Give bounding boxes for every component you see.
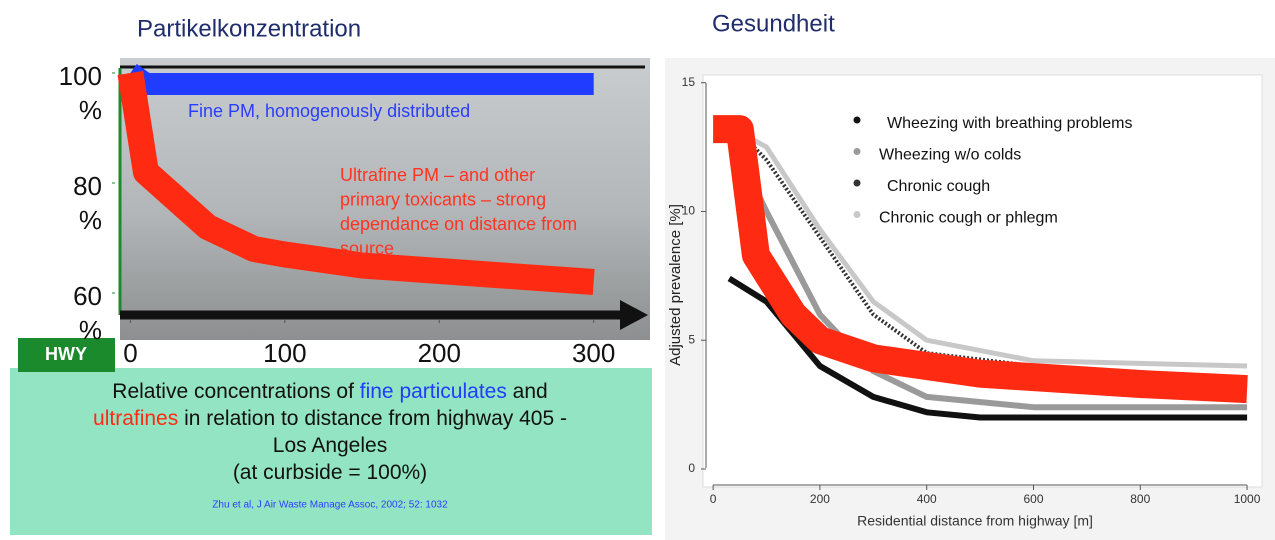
caption-line: Relative concentrations of fine particul… — [112, 380, 547, 403]
slide: Partikelkonzentration Gesundheit HWY Fin… — [0, 0, 1275, 540]
x-tick-label: 400 — [917, 492, 937, 506]
y-tick-label-line: % — [79, 315, 102, 345]
y-tick-label: 15 — [682, 75, 696, 89]
caption-part: Relative concentrations of — [112, 380, 359, 403]
legend-marker — [854, 148, 861, 155]
annotation: dependance on distance from — [340, 214, 577, 234]
legend-label: Wheezing with breathing problems — [887, 115, 1132, 132]
y-tick-label-line: % — [79, 205, 102, 235]
citation: Zhu et al, J Air Waste Manage Assoc, 200… — [212, 500, 448, 511]
y-tick-label: 0 — [688, 461, 695, 475]
caption-part: ultrafines — [93, 407, 178, 430]
y-tick-label-line: 100 — [59, 61, 102, 91]
legend-marker — [854, 211, 861, 218]
page: Partikelkonzentration Gesundheit HWY Fin… — [0, 0, 1275, 540]
caption-part: fine particulates — [360, 380, 507, 403]
chart-title: Gesundheit — [712, 10, 835, 37]
chart-title: Partikelkonzentration — [137, 15, 361, 42]
legend-label: Chronic cough or phlegm — [879, 210, 1058, 227]
caption-part: Los Angeles — [273, 434, 387, 457]
x-axis-label: Residential distance from highway [m] — [857, 513, 1093, 529]
caption-line: ultrafines in relation to distance from … — [93, 407, 567, 430]
legend-label: Chronic cough — [887, 178, 990, 195]
y-tick-label: 60% — [73, 281, 102, 345]
annotation: primary toxicants – strong — [340, 189, 546, 209]
annotation: Fine PM, homogenously distributed — [188, 101, 470, 121]
y-tick-label-line: % — [79, 95, 102, 125]
legend-label: Wheezing w/o colds — [879, 147, 1021, 164]
hwy-label: HWY — [45, 344, 87, 364]
series-line — [130, 73, 593, 84]
x-tick-label: 200 — [418, 338, 461, 368]
y-tick-label: 80% — [73, 171, 102, 235]
x-tick-label: 100 — [263, 338, 306, 368]
x-tick-label: 0 — [123, 338, 137, 368]
legend-marker — [854, 180, 861, 187]
caption-part: and — [507, 380, 548, 403]
y-tick-label: 100% — [59, 61, 102, 125]
x-tick-label: 1000 — [1234, 492, 1261, 506]
x-tick-label: 0 — [710, 492, 717, 506]
x-tick-label: 600 — [1023, 492, 1043, 506]
x-tick-label: 200 — [810, 492, 830, 506]
caption-line: (at curbside = 100%) — [233, 461, 427, 484]
x-tick-label: 800 — [1130, 492, 1150, 506]
y-tick-label-line: 60 — [73, 281, 102, 311]
caption-line: Los Angeles — [273, 434, 387, 457]
y-tick-label: 10 — [682, 204, 696, 218]
y-axis-label: Adjusted prevalence [%] — [667, 204, 684, 366]
caption-part: in relation to distance from highway 405… — [178, 407, 567, 430]
y-tick-label-line: 80 — [73, 171, 102, 201]
y-tick-label: 5 — [688, 332, 695, 346]
legend-marker — [854, 117, 861, 124]
caption-part: (at curbside = 100%) — [233, 461, 427, 484]
annotation: source — [340, 238, 394, 258]
x-tick-label: 300 — [572, 338, 615, 368]
annotation: Ultrafine PM – and other — [340, 165, 535, 185]
